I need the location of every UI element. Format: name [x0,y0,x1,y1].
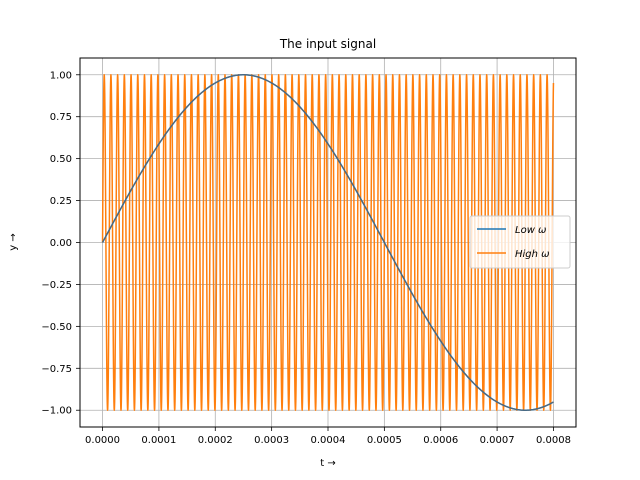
y-tick-label-6: 0.50 [50,154,72,165]
x-tick-label-5: 0.0005 [367,435,402,446]
y-tick-label-1: −0.75 [41,364,72,375]
x-tick-label-7: 0.0007 [480,435,515,446]
x-axis-label: t → [320,458,335,469]
x-tick-label-1: 0.0001 [141,435,176,446]
x-tick-label-0: 0.0000 [85,435,120,446]
x-tick-label-4: 0.0004 [311,435,346,446]
legend: Low ω High ω [469,215,571,269]
y-axis-ticks: −1.00 −0.75 −0.50 −0.25 0.00 0.25 0.50 0.75 1.00 [41,70,80,417]
y-tick-label-5: 0.25 [50,196,72,207]
x-tick-label-6: 0.0006 [423,435,458,446]
x-tick-label-2: 0.0002 [198,435,233,446]
x-tick-label-3: 0.0003 [254,435,289,446]
y-tick-label-4: 0.00 [50,238,72,249]
x-tick-label-8: 0.0008 [536,435,571,446]
y-axis-label: y → [8,233,19,250]
y-tick-label-2: −0.50 [41,322,72,333]
x-axis-ticks: 0.0000 0.0001 0.0002 0.0003 0.0004 0.0005 0.00… [85,427,571,446]
series-line-low-omega-overlay [102,74,554,411]
y-tick-label-8: 1.00 [50,70,72,81]
y-tick-label-7: 0.75 [50,112,72,123]
chart-title: The input signal [279,37,376,51]
y-tick-label-0: −1.00 [41,406,72,417]
legend-label-low-omega: Low ω [515,225,546,236]
legend-box [469,215,571,269]
legend-label-high-omega: High ω [515,249,550,260]
y-tick-label-3: −0.25 [41,280,72,291]
